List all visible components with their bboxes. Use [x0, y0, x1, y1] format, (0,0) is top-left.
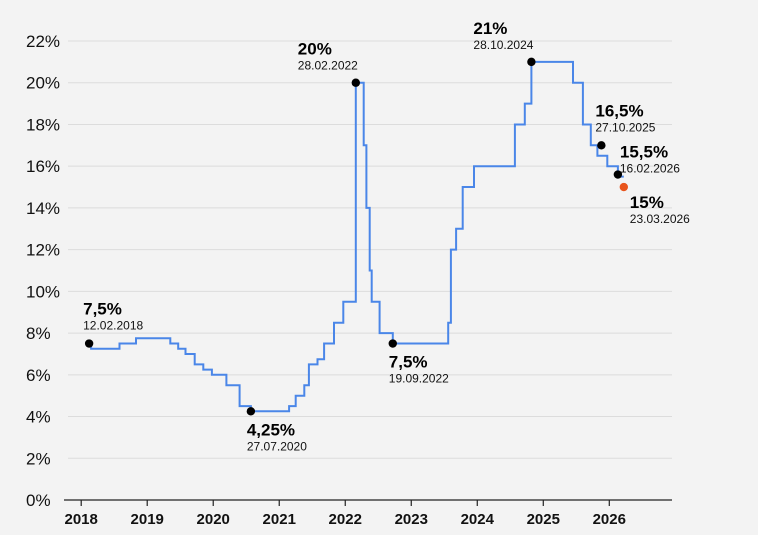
y-tick-label: 2%: [26, 449, 51, 468]
annotation-date-label: 16.02.2026: [620, 162, 680, 176]
annotation-point: [84, 339, 94, 348]
annotation-date-label: 12.02.2018: [83, 319, 143, 333]
y-tick-label: 20%: [26, 74, 60, 93]
x-tick-label: 2023: [395, 511, 428, 528]
annotation-value-label: 20%: [298, 40, 332, 59]
y-tick-label: 14%: [26, 199, 60, 218]
annotation-value-label: 15%: [630, 193, 664, 212]
annotation-date-label: 28.10.2024: [473, 38, 533, 52]
y-tick-label: 18%: [26, 115, 60, 134]
x-tick-label: 2020: [197, 511, 230, 528]
y-axis-tick-labels: 0% 2% 4% 6% 8% 10% 12% 14% 16% 18% 20% 22%: [26, 32, 60, 510]
annotation-point: [246, 407, 256, 416]
y-tick-label: 4%: [26, 408, 51, 427]
series-line: [89, 60, 624, 413]
y-tick-label: 22%: [26, 32, 60, 51]
y-tick-label: 12%: [26, 241, 60, 260]
annotation-date-label: 23.03.2026: [630, 212, 690, 226]
x-tick-label: 2021: [263, 511, 296, 528]
annotation-point: [351, 78, 361, 87]
annotation-point: [527, 57, 536, 67]
annotation-value-label: 7,5%: [389, 353, 428, 372]
annotation-date-label: 19.09.2022: [389, 372, 449, 386]
x-tick-label: 2026: [593, 511, 626, 528]
y-tick-label: 6%: [26, 366, 51, 385]
x-tick-label: 2018: [65, 511, 98, 528]
annotation-date-label: 27.07.2020: [247, 439, 307, 453]
annotation-date-label: 28.02.2022: [298, 59, 358, 73]
series-lines: [89, 60, 624, 413]
annotation-value-label: 21%: [473, 19, 507, 38]
annotation-value-label: 15,5%: [620, 143, 668, 162]
y-tick-label: 8%: [26, 324, 51, 343]
y-tick-label: 16%: [26, 157, 60, 176]
annotation-date-label: 27.10.2025: [595, 120, 655, 134]
annotation-value-label: 16,5%: [595, 101, 643, 120]
annotation-point: [619, 182, 629, 192]
annotation-point: [613, 170, 623, 179]
annotations: 7,5%12.02.20184,25%27.07.202020%28.02.20…: [83, 19, 690, 453]
y-tick-label: 0%: [26, 491, 51, 510]
annotation-value-label: 4,25%: [247, 420, 295, 439]
x-tick-label: 2024: [461, 511, 495, 528]
x-tick-label: 2022: [329, 511, 362, 528]
annotation-value-label: 7,5%: [83, 300, 122, 319]
x-tick-label: 2019: [131, 511, 164, 528]
annotation-point: [388, 339, 397, 348]
x-axis: 2018 2019 2020 2021 2022 2023 2024 2025 2026: [64, 499, 672, 528]
y-tick-label: 10%: [26, 282, 60, 301]
annotation-point: [597, 141, 606, 150]
x-tick-label: 2025: [527, 511, 560, 528]
